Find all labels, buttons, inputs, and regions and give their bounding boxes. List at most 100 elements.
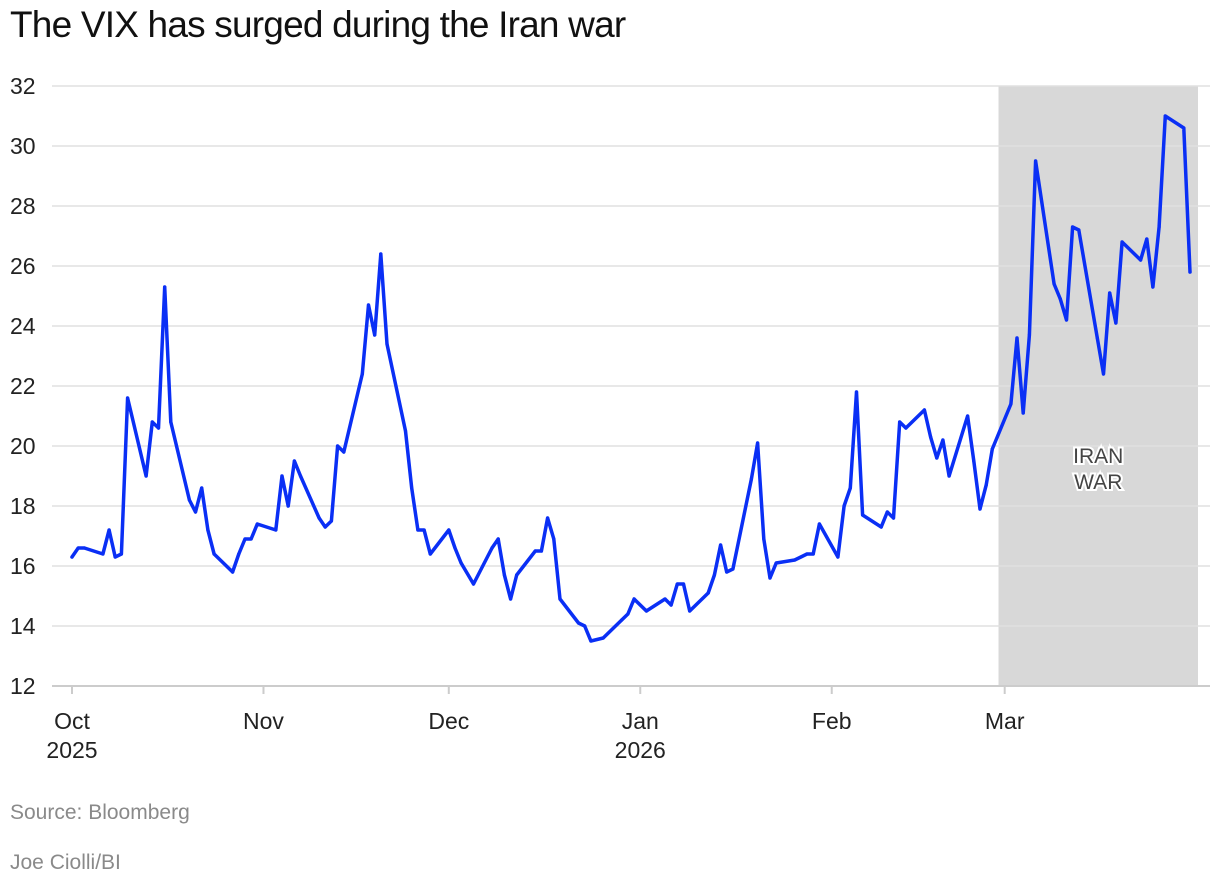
data-point-63: [632, 597, 636, 601]
data-point-71: [712, 573, 717, 577]
data-point-22: [255, 522, 259, 526]
data-point-18: [231, 570, 235, 574]
data-point-114: [1077, 228, 1081, 232]
data-point-91: [885, 510, 889, 514]
x-axis-ticks: Oct 2025 Nov Dec Jan 2026 Feb Mar: [46, 686, 1025, 763]
data-point-110: [1052, 282, 1056, 286]
data-point-123: [1157, 225, 1161, 229]
data-point-97: [935, 456, 939, 460]
data-point-103: [984, 483, 988, 487]
x-tick-year-oct: 2025: [46, 737, 97, 763]
data-point-50: [509, 597, 513, 601]
data-point-82: [805, 552, 809, 556]
data-point-23: [274, 528, 278, 532]
data-point-44: [453, 546, 457, 550]
data-point-24: [280, 474, 284, 478]
data-point-58: [583, 624, 587, 628]
data-point-17: [212, 552, 216, 556]
y-tick-label-20: 20: [10, 433, 36, 459]
data-point-111: [1058, 297, 1062, 301]
data-point-125: [1182, 126, 1186, 130]
data-point-37: [385, 342, 389, 346]
y-tick-label-30: 30: [10, 133, 36, 159]
data-point-67: [675, 582, 679, 586]
iran-war-label-line2: WAR: [1074, 471, 1122, 494]
data-point-31: [336, 444, 340, 448]
data-point-78: [768, 576, 772, 580]
data-point-21: [249, 537, 253, 541]
data-point-85: [836, 555, 840, 559]
data-point-75: [749, 477, 754, 481]
x-tick-label-nov: Nov: [243, 708, 284, 734]
data-point-88: [854, 390, 859, 394]
data-point-118: [1114, 321, 1118, 325]
data-point-101: [972, 459, 976, 463]
chart-title: The VIX has surged during the Iran war: [10, 4, 626, 45]
data-point-96: [929, 435, 933, 439]
data-point-69: [688, 609, 692, 613]
y-tick-label-28: 28: [10, 193, 36, 219]
data-point-12: [169, 420, 173, 424]
data-point-74: [731, 567, 735, 571]
data-point-68: [681, 582, 686, 586]
data-point-70: [706, 591, 710, 595]
x-tick-label-mar: Mar: [985, 708, 1025, 734]
data-point-36: [379, 252, 383, 256]
data-point-89: [861, 513, 865, 517]
data-point-107: [1021, 411, 1025, 415]
data-point-39: [410, 486, 414, 490]
data-point-57: [576, 621, 581, 625]
y-tick-label-24: 24: [10, 313, 36, 339]
data-point-4: [107, 528, 111, 532]
data-point-102: [978, 507, 982, 511]
data-point-15: [200, 486, 204, 490]
data-point-54: [546, 516, 550, 520]
data-point-53: [539, 549, 544, 553]
data-point-98: [941, 438, 945, 442]
data-point-10: [156, 426, 161, 430]
data-point-3: [101, 552, 105, 556]
data-point-93: [898, 420, 902, 424]
data-point-65: [663, 597, 667, 601]
data-point-43: [447, 528, 451, 532]
data-point-112: [1064, 318, 1069, 322]
data-point-84: [817, 522, 822, 526]
y-tick-label-14: 14: [10, 613, 36, 639]
data-point-32: [342, 450, 346, 454]
data-point-126: [1188, 270, 1192, 274]
data-point-9: [150, 420, 154, 424]
data-point-108: [1027, 333, 1031, 337]
gridlines: [52, 85, 1210, 627]
y-tick-label-32: 32: [10, 73, 36, 99]
data-point-124: [1163, 114, 1167, 118]
data-point-7: [126, 396, 130, 400]
data-point-94: [904, 426, 908, 430]
data-point-25: [286, 504, 290, 508]
x-tick-label-dec: Dec: [428, 708, 469, 734]
data-point-73: [725, 570, 729, 574]
data-point-48: [496, 537, 500, 541]
data-point-122: [1151, 285, 1155, 289]
data-point-6: [119, 552, 123, 556]
data-point-59: [589, 639, 593, 643]
data-point-104: [990, 447, 994, 451]
data-point-81: [799, 555, 803, 559]
data-point-46: [471, 582, 476, 586]
data-point-109: [1034, 159, 1038, 163]
data-point-72: [719, 543, 723, 547]
data-point-100: [966, 414, 970, 418]
data-point-42: [428, 552, 432, 556]
data-point-99: [947, 474, 951, 478]
data-point-105: [1009, 402, 1013, 406]
data-point-117: [1108, 291, 1112, 295]
data-point-51: [515, 573, 519, 577]
data-point-80: [793, 558, 797, 562]
data-point-76: [756, 441, 760, 445]
iran-war-label-line1: IRAN: [1073, 445, 1123, 468]
data-point-38: [403, 429, 408, 433]
data-point-13: [187, 498, 191, 502]
data-point-35: [373, 333, 377, 337]
data-point-29: [323, 525, 327, 529]
data-point-19: [237, 552, 241, 556]
